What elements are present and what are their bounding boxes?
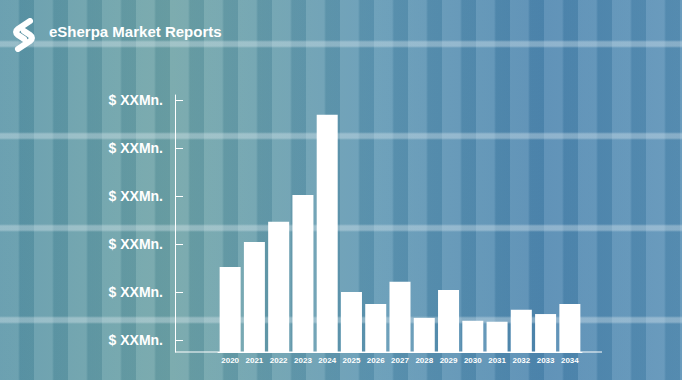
svg-text:$ XXMn.: $ XXMn. — [109, 236, 163, 252]
svg-text:2022: 2022 — [270, 356, 288, 365]
svg-text:2034: 2034 — [561, 356, 579, 365]
svg-text:$ XXMn.: $ XXMn. — [109, 284, 163, 300]
svg-text:2032: 2032 — [512, 356, 530, 365]
svg-text:2026: 2026 — [367, 356, 385, 365]
svg-text:$ XXMn.: $ XXMn. — [109, 332, 163, 348]
svg-text:2033: 2033 — [537, 356, 555, 365]
svg-text:2030: 2030 — [464, 356, 482, 365]
svg-text:2020: 2020 — [221, 356, 239, 365]
svg-text:2021: 2021 — [246, 356, 264, 365]
svg-text:$ XXMn.: $ XXMn. — [109, 92, 163, 108]
svg-text:2023: 2023 — [294, 356, 312, 365]
svg-text:2029: 2029 — [440, 356, 458, 365]
svg-text:2031: 2031 — [488, 356, 506, 365]
svg-text:2027: 2027 — [391, 356, 409, 365]
svg-text:eSherpa Market Reports: eSherpa Market Reports — [49, 23, 222, 40]
svg-text:2028: 2028 — [415, 356, 433, 365]
svg-text:$ XXMn.: $ XXMn. — [109, 140, 163, 156]
svg-text:$ XXMn.: $ XXMn. — [109, 188, 163, 204]
svg-text:2025: 2025 — [343, 356, 361, 365]
svg-text:2024: 2024 — [318, 356, 336, 365]
